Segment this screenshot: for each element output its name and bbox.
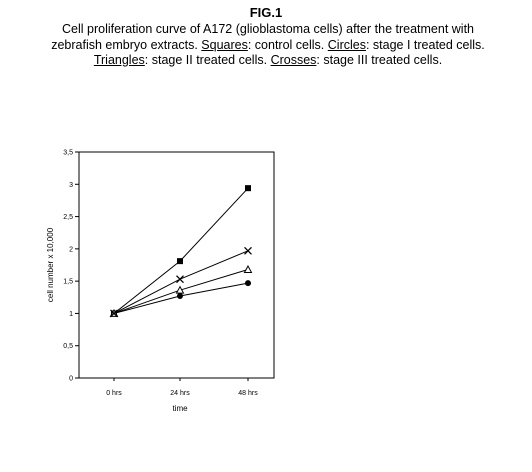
circle-marker xyxy=(177,292,183,299)
y-tick-label: 3,5 xyxy=(63,150,73,157)
caption-triangles-desc: : stage II treated cells. xyxy=(144,53,268,67)
y-axis-title: cell number x 10,000 xyxy=(46,227,55,302)
figure-label: FIG.1 xyxy=(249,5,283,20)
x-axis-title: time xyxy=(172,404,188,413)
caption-circles-desc: : stage I treated cells. xyxy=(365,37,485,52)
y-tick-label: 1,5 xyxy=(63,279,73,286)
caption-triangles-key: Triangles xyxy=(93,53,145,67)
cross-marker xyxy=(110,309,118,318)
caption-circles-key: Circles xyxy=(327,37,366,52)
cross-marker xyxy=(176,275,184,284)
x-tick-label: 0 hrs xyxy=(106,390,122,397)
y-tick-label: 3 xyxy=(69,182,73,189)
square-marker xyxy=(177,258,183,265)
y-tick-label: 2 xyxy=(69,246,73,253)
x-tick-label: 24 hrs xyxy=(170,390,190,397)
caption-squares-key: Squares xyxy=(201,37,248,52)
cross-stroke xyxy=(110,309,118,318)
y-tick-label: 0 xyxy=(69,376,73,383)
chart-series xyxy=(109,185,253,318)
caption-intro: Cell proliferation curve of A172 (gliobl… xyxy=(51,22,474,52)
y-tick-label: 2,5 xyxy=(63,214,73,221)
triangle-marker xyxy=(243,264,253,274)
y-tick-label: 0,5 xyxy=(63,343,73,350)
y-tick-label: 1 xyxy=(69,311,73,318)
cross-stroke xyxy=(244,246,252,255)
caption-crosses-key: Crosses xyxy=(270,53,317,67)
chart-axes: 0 0,5 1 1,5 2 2,5 3 3,5 0 hrs 24 hrs 48 hrs xyxy=(63,150,275,397)
square-marker xyxy=(245,185,251,192)
plot-frame xyxy=(78,151,275,379)
x-tick-label: 48 hrs xyxy=(238,390,258,397)
triangle-marker xyxy=(175,285,185,294)
circle-marker xyxy=(245,280,251,287)
cross-stroke xyxy=(176,275,184,284)
caption-squares-desc: : control cells. xyxy=(247,37,325,52)
figure-caption: Cell proliferation curve of A172 (gliobl… xyxy=(46,22,490,69)
caption-crosses-desc: : stage III treated cells. xyxy=(316,53,443,67)
cross-marker xyxy=(244,246,252,255)
